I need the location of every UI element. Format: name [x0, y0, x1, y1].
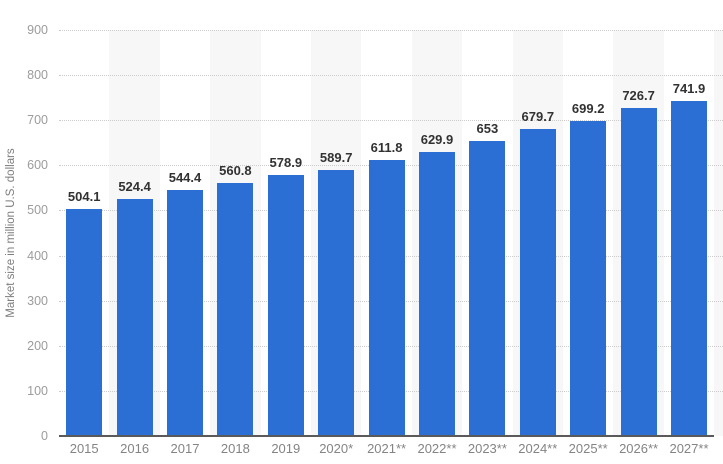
- x-tick-label: 2023**: [467, 441, 507, 456]
- bar-2022[interactable]: [419, 151, 455, 436]
- bar-value-label: 524.4: [118, 179, 151, 195]
- x-tick-label: 2019: [271, 441, 301, 456]
- y-tick-label: 700: [27, 113, 48, 128]
- bar-2018[interactable]: [217, 183, 254, 436]
- y-gridline: [59, 30, 723, 31]
- bar-value-label: 544.4: [168, 170, 202, 186]
- bar-value-label: 560.8: [219, 163, 252, 179]
- x-tick-label: 2016: [120, 441, 150, 456]
- x-tick-label: 2015: [69, 441, 99, 456]
- x-tick-label: 2020*: [319, 441, 354, 456]
- bar-value-label: 679.7: [521, 109, 555, 125]
- bar-value-label: 629.9: [420, 131, 454, 147]
- y-gridline: [59, 120, 723, 122]
- x-axis-line: [59, 435, 715, 437]
- x-tick-label: 2026**: [619, 441, 659, 456]
- x-tick-label: 2017: [170, 441, 200, 456]
- bar-2025[interactable]: [570, 120, 607, 436]
- bar-value-label: 699.2: [571, 100, 605, 116]
- bar-2019[interactable]: [267, 174, 304, 436]
- y-tick-label: 300: [27, 293, 48, 308]
- bar-value-label: 611.8: [370, 140, 403, 155]
- x-tick-label: 2018: [220, 441, 250, 456]
- y-tick-label: 200: [27, 338, 48, 353]
- bar-2024[interactable]: [519, 129, 556, 436]
- bar-value-label: 589.7: [319, 149, 353, 165]
- x-tick-label: 2021**: [367, 441, 407, 456]
- y-gridline: [59, 75, 723, 77]
- y-tick-label: 600: [27, 158, 48, 173]
- bar-2023[interactable]: [469, 141, 506, 436]
- y-tick-label: 100: [27, 383, 48, 398]
- x-tick-label: 2027**: [669, 441, 709, 456]
- bar-value-label: 578.9: [269, 154, 303, 170]
- bar-value-label: 504.1: [67, 188, 101, 204]
- y-tick-label: 500: [27, 203, 48, 218]
- column-stripe: [714, 30, 723, 436]
- bar-2027[interactable]: [671, 101, 707, 436]
- bar-value-label: 726.7: [622, 88, 655, 104]
- x-tick-label: 2022**: [417, 441, 457, 456]
- bar-2015[interactable]: [66, 208, 103, 436]
- bar-2016[interactable]: [116, 199, 153, 436]
- bar-value-label: 741.9: [672, 81, 706, 97]
- y-tick-label: 800: [27, 68, 48, 83]
- x-tick-label: 2025**: [568, 441, 608, 456]
- bar-2021[interactable]: [368, 160, 405, 436]
- bar-value-label: 653: [476, 121, 499, 137]
- y-tick-label: 0: [41, 429, 48, 443]
- y-tick-label: 900: [27, 23, 48, 37]
- x-tick-label: 2024**: [518, 441, 558, 456]
- bar-2020[interactable]: [318, 169, 355, 436]
- bar-2026[interactable]: [620, 108, 657, 436]
- y-tick-label: 400: [27, 248, 48, 263]
- bar-2017[interactable]: [167, 190, 203, 436]
